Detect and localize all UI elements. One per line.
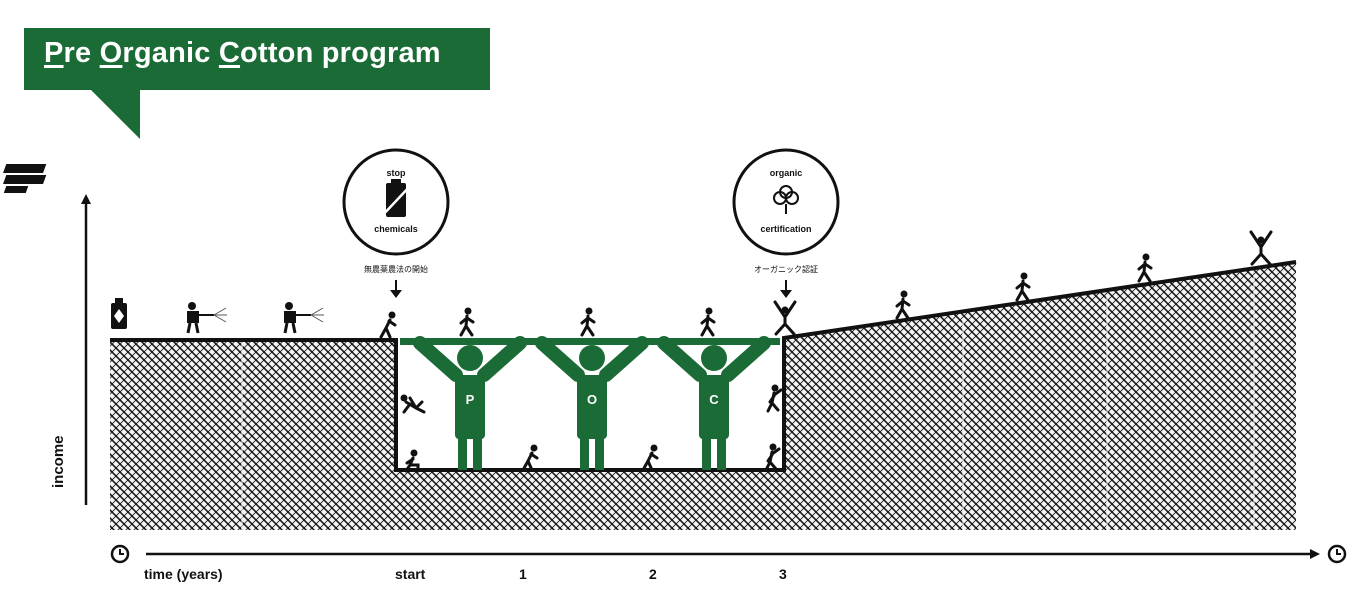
stop-caption: 無農薬農法の開始 [364,264,428,274]
pillar-label-o: O [587,392,597,407]
tick-1: 1 [519,566,527,582]
walking-person-icon [379,311,397,339]
stop-arrow [390,280,402,298]
time-axis-label: time (years) [144,566,223,582]
cotton-icon [773,185,799,214]
organic-caption: オーガニック認証 [754,264,818,274]
title-word-organic: rganic [122,37,219,69]
income-area [110,262,1296,530]
income-axis-arrow [81,194,91,204]
stop-label: stop [387,168,407,178]
falling-person-icon [400,394,426,414]
pillar-label-p: P [466,392,475,407]
title-box [24,28,490,90]
walking-person-icon [1015,272,1031,302]
title-initial-p: P [44,37,64,69]
walking-person-icon [641,444,659,472]
organic-arrow [780,280,792,298]
page-title: Pre Organic Cotton program [44,37,441,70]
sprayer-icon [283,302,324,334]
tick-2: 2 [649,566,657,582]
title-word-pre: re [63,37,100,69]
organic-label: organic [770,168,803,178]
walking-person-icon [521,444,539,472]
certification-label: certification [760,224,811,234]
cheering-person-icon [1249,230,1273,266]
walking-person-icon [764,443,781,472]
walking-person-icon [766,384,783,413]
clock-start-icon [110,544,130,564]
money-stack-icon [3,164,47,193]
walking-person-icon [459,307,475,337]
pillar-p [413,336,527,470]
title-pointer [90,89,140,139]
title-initial-c: C [218,37,241,69]
chemical-bottle-icon [111,298,127,329]
clock-end-icon [1327,544,1347,564]
time-axis-arrow [1310,549,1320,559]
pillar-c [657,336,771,470]
people-figures [379,230,1273,473]
title-word-cotton-program: otton program [240,37,441,69]
sitting-person-icon [404,449,420,473]
walking-person-icon [1137,253,1153,283]
battery-crossed-icon [379,179,413,219]
pillar-o [535,336,649,470]
title-initial-o: O [99,37,123,69]
sprayer-icon [186,302,227,334]
tick-start: start [395,566,426,582]
cheering-person-icon [773,300,797,336]
tick-3: 3 [779,566,787,582]
walking-person-icon [580,307,596,337]
walking-person-icon [700,307,716,337]
income-line [110,260,1297,472]
chemicals-label: chemicals [374,224,418,234]
organic-certification-badge [732,148,840,256]
bridge-beam [400,338,780,345]
income-axis-label: income [50,435,67,488]
walking-person-icon [895,290,911,320]
pillar-label-c: C [709,392,719,407]
